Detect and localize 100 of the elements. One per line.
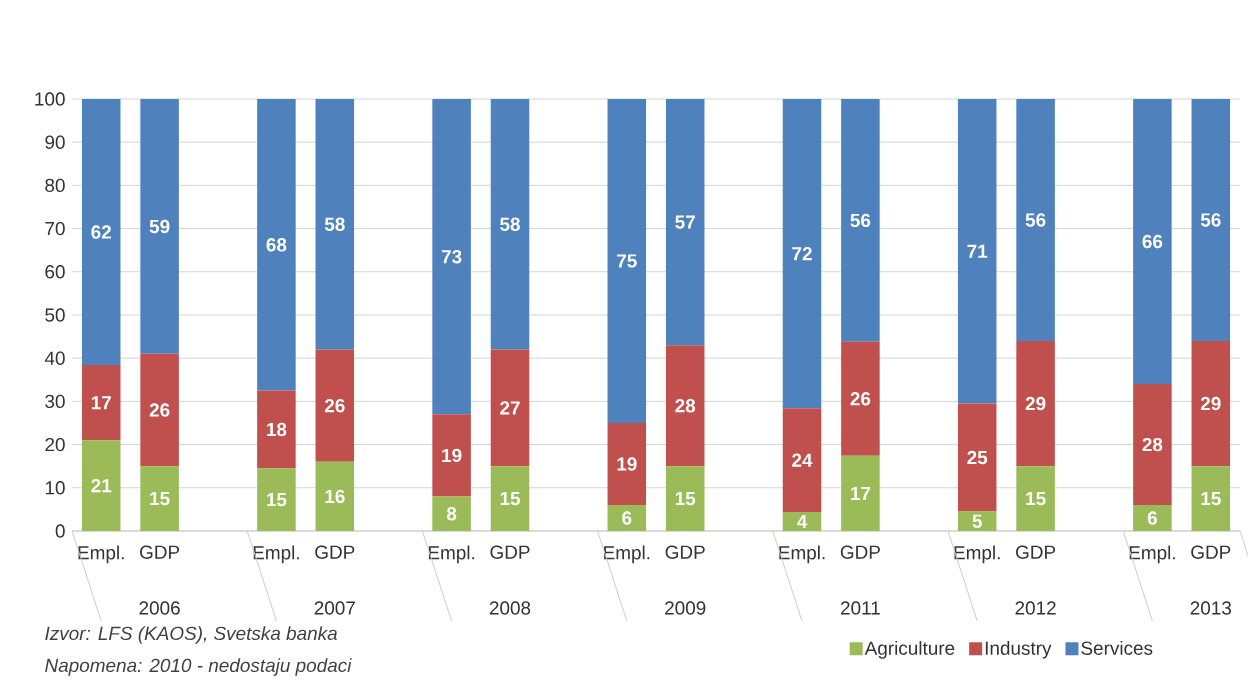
bar bbox=[782, 511, 822, 531]
y-tick-label: 60 bbox=[45, 265, 65, 279]
data-label: 57 bbox=[675, 215, 695, 229]
data-label: 28 bbox=[1142, 437, 1163, 452]
x-tick-label: Empl. bbox=[78, 545, 124, 564]
bar bbox=[1191, 466, 1231, 531]
bar bbox=[490, 349, 530, 467]
bar bbox=[665, 98, 705, 346]
data-label: 15 bbox=[150, 491, 170, 506]
data-label: 59 bbox=[149, 219, 170, 234]
data-label: 26 bbox=[149, 403, 170, 417]
bar bbox=[257, 468, 296, 531]
text: 2006 bbox=[139, 601, 180, 615]
data-label: 29 bbox=[1200, 396, 1221, 411]
y-tick-label: 30 bbox=[45, 394, 65, 409]
bar bbox=[665, 466, 705, 531]
text: 2012 bbox=[1015, 601, 1056, 615]
bar bbox=[140, 98, 179, 354]
bar bbox=[607, 505, 647, 531]
x-tick-label: GDP bbox=[140, 545, 180, 559]
data-label: 56 bbox=[850, 213, 871, 228]
data-label: 29 bbox=[1025, 396, 1046, 411]
data-label: 75 bbox=[617, 254, 637, 268]
data-label: 6 bbox=[1147, 511, 1157, 525]
bar bbox=[140, 353, 179, 467]
data-label: 26 bbox=[324, 399, 345, 413]
data-label: 15 bbox=[500, 491, 520, 506]
x-tick-label: GDP bbox=[840, 545, 880, 559]
bar bbox=[1191, 98, 1231, 341]
x-tick-label: Empl. bbox=[604, 545, 650, 564]
data-label: 58 bbox=[324, 217, 345, 231]
bar bbox=[81, 440, 121, 531]
y-tick-label: 70 bbox=[45, 221, 65, 236]
bar bbox=[841, 341, 880, 456]
text: Napomena: 2010 - nedostaju podaci bbox=[45, 658, 352, 676]
text: 2011 bbox=[841, 601, 880, 615]
data-label: 68 bbox=[266, 238, 287, 252]
data-label: 62 bbox=[91, 225, 111, 239]
text: 2007 bbox=[314, 601, 355, 615]
data-label: 27 bbox=[500, 401, 520, 415]
data-label: 71 bbox=[967, 244, 988, 258]
bar bbox=[490, 466, 530, 531]
data-label: 24 bbox=[792, 453, 813, 467]
y-tick-label: 20 bbox=[45, 437, 65, 452]
bar bbox=[1133, 98, 1172, 385]
legend-label: Services bbox=[1081, 641, 1153, 655]
bar bbox=[315, 461, 355, 531]
x-tick-label: Empl. bbox=[253, 545, 299, 564]
data-label: 26 bbox=[850, 392, 871, 406]
data-label: 72 bbox=[792, 247, 812, 261]
bar bbox=[957, 98, 997, 404]
data-label: 15 bbox=[675, 491, 696, 506]
bar bbox=[841, 98, 880, 342]
y-tick-label: 100 bbox=[35, 92, 65, 106]
x-tick-label: Empl. bbox=[779, 545, 825, 564]
y-tick-label: 10 bbox=[45, 481, 65, 495]
bar bbox=[607, 98, 647, 423]
data-label: 15 bbox=[267, 493, 287, 507]
bar bbox=[81, 98, 121, 366]
bar bbox=[315, 349, 355, 462]
legend-label: Agriculture bbox=[864, 641, 955, 659]
data-label: 16 bbox=[325, 489, 345, 504]
y-tick-label: 40 bbox=[44, 351, 65, 365]
bar bbox=[1016, 466, 1055, 531]
bar bbox=[841, 455, 880, 531]
text: 2009 bbox=[665, 601, 706, 615]
bar bbox=[490, 98, 530, 350]
data-label: 8 bbox=[446, 507, 457, 521]
y-tick-label: 90 bbox=[45, 135, 65, 149]
bar bbox=[957, 403, 997, 512]
bar bbox=[315, 98, 355, 350]
data-label: 17 bbox=[851, 486, 871, 500]
bar bbox=[81, 365, 121, 441]
data-label: 73 bbox=[441, 249, 462, 264]
data-label: 21 bbox=[91, 479, 112, 493]
data-label: 18 bbox=[267, 422, 287, 437]
data-label: 58 bbox=[500, 217, 520, 231]
bar bbox=[1133, 384, 1172, 506]
text: 2008 bbox=[489, 601, 531, 615]
y-tick-label: 0 bbox=[55, 524, 65, 538]
bar bbox=[782, 408, 822, 512]
bar bbox=[1133, 505, 1172, 531]
data-label: 28 bbox=[675, 399, 696, 413]
bar bbox=[257, 390, 296, 469]
data-label: 19 bbox=[442, 448, 462, 463]
x-tick-label: Empl. bbox=[1129, 545, 1175, 564]
x-tick-label: GDP bbox=[665, 545, 705, 559]
bar bbox=[432, 496, 471, 531]
text: Izvor: LFS (KAOS), Svetska banka bbox=[45, 626, 337, 644]
legend-label: Industry bbox=[985, 641, 1052, 659]
x-tick-label: GDP bbox=[315, 545, 355, 559]
data-label: 66 bbox=[1142, 234, 1163, 249]
x-tick-label: GDP bbox=[1191, 545, 1231, 559]
x-tick-label: Empl. bbox=[428, 545, 475, 564]
bar bbox=[432, 414, 471, 497]
bar bbox=[257, 98, 296, 391]
text: 2013 bbox=[1190, 601, 1231, 615]
x-tick-label: GDP bbox=[1016, 545, 1056, 559]
bar bbox=[1191, 340, 1231, 467]
y-tick-label: 80 bbox=[45, 178, 65, 193]
